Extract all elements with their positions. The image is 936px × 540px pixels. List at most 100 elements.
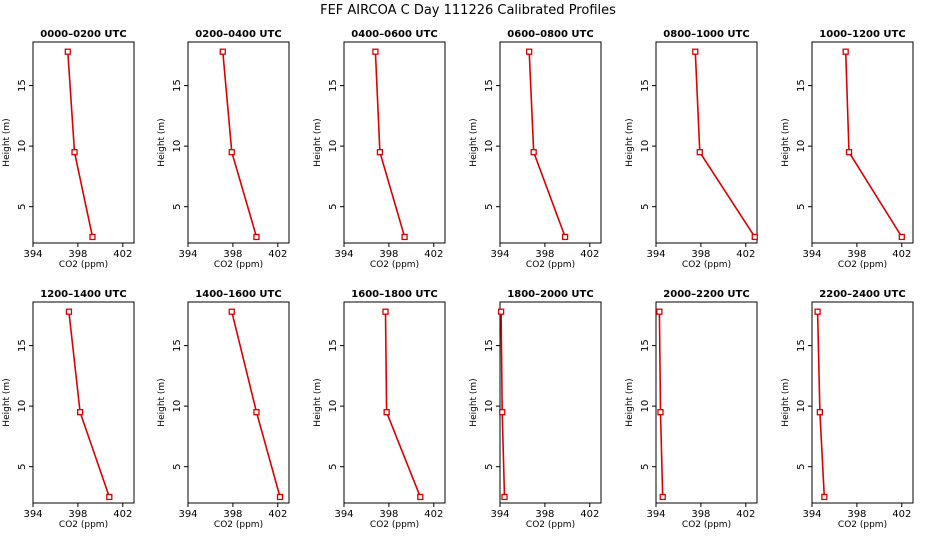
panel-9: 1800–2000 UTC 394 398 402 5 10 15 CO2 (ppm) Heig… bbox=[469, 289, 602, 530]
panel-7: 1400–1600 UTC 394 398 402 5 10 15 CO2 (ppm) Heig… bbox=[157, 289, 290, 530]
panel-3: 0600–0800 UTC 394 398 402 5 10 15 CO2 (ppm) Heig… bbox=[469, 29, 602, 270]
x-tick-label: 394 bbox=[802, 509, 821, 520]
x-tick-label: 398 bbox=[223, 249, 242, 260]
plot-frame bbox=[187, 41, 290, 244]
profile-point bbox=[253, 233, 260, 241]
panel-1: 0200–0400 UTC 394 398 402 5 10 15 CO2 (ppm) Heig… bbox=[157, 29, 290, 270]
y-tick-label: 10 bbox=[796, 140, 807, 153]
plot-frame bbox=[655, 301, 758, 504]
profile-point bbox=[228, 149, 235, 156]
y-tick-label: 10 bbox=[172, 400, 183, 413]
panel-2: 0400–0600 UTC 394 398 402 5 10 15 CO2 (ppm) Heig… bbox=[313, 29, 446, 270]
x-tick-label: 398 bbox=[379, 509, 398, 520]
profile-point bbox=[501, 493, 508, 501]
profile-line bbox=[68, 311, 111, 498]
profile-point bbox=[499, 409, 506, 416]
y-tick-label: 10 bbox=[796, 400, 807, 413]
x-tick-label: 402 bbox=[268, 509, 287, 520]
x-tick-label: 402 bbox=[113, 249, 132, 260]
profile-point bbox=[65, 308, 73, 315]
y-tick-label: 10 bbox=[640, 140, 651, 153]
x-axis-label: CO2 (ppm) bbox=[370, 520, 419, 530]
y-axis-label: Height (m) bbox=[625, 118, 635, 166]
x-tick-label: 394 bbox=[646, 249, 665, 260]
y-axis-label: Height (m) bbox=[157, 118, 167, 166]
x-tick-label: 398 bbox=[68, 249, 87, 260]
y-tick-label: 5 bbox=[640, 203, 651, 209]
panel-title: 0000–0200 UTC bbox=[40, 29, 126, 40]
x-tick-label: 394 bbox=[490, 249, 509, 260]
profile-point bbox=[696, 149, 703, 156]
x-tick-label: 402 bbox=[424, 509, 443, 520]
y-tick-label: 10 bbox=[328, 400, 339, 413]
y-tick-label: 15 bbox=[640, 339, 651, 352]
y-tick-label: 10 bbox=[484, 140, 495, 153]
plot-frame bbox=[499, 301, 602, 504]
panel-4: 0800–1000 UTC 394 398 402 5 10 15 CO2 (ppm) Heig… bbox=[625, 29, 758, 270]
y-tick-label: 15 bbox=[796, 339, 807, 352]
y-axis-label: Height (m) bbox=[313, 378, 323, 426]
y-tick-label: 5 bbox=[484, 463, 495, 469]
profile-point bbox=[821, 493, 828, 501]
plot-frame bbox=[187, 301, 290, 504]
x-tick-label: 394 bbox=[178, 509, 197, 520]
y-tick-label: 10 bbox=[484, 400, 495, 413]
y-tick-label: 5 bbox=[640, 463, 651, 469]
profile-point bbox=[530, 149, 537, 156]
profile-line bbox=[374, 51, 406, 238]
figure-title: FEF AIRCOA C Day 111226 Calibrated Profi… bbox=[320, 3, 616, 18]
profile-point bbox=[692, 48, 699, 55]
x-tick-label: 398 bbox=[68, 509, 87, 520]
x-tick-label: 402 bbox=[892, 249, 911, 260]
x-tick-label: 394 bbox=[23, 249, 42, 260]
y-tick-label: 15 bbox=[484, 79, 495, 92]
profile-point bbox=[657, 409, 664, 416]
y-tick-label: 15 bbox=[640, 79, 651, 92]
y-tick-label: 15 bbox=[17, 79, 28, 92]
panel-title: 0400–0600 UTC bbox=[351, 29, 437, 40]
y-tick-label: 10 bbox=[17, 400, 28, 413]
y-tick-label: 15 bbox=[172, 79, 183, 92]
x-axis-label: CO2 (ppm) bbox=[838, 520, 887, 530]
profile-point bbox=[372, 48, 379, 55]
panel-0: 0000–0200 UTC 394 398 402 5 10 15 CO2 (ppm) Heig… bbox=[2, 29, 135, 270]
y-tick-label: 10 bbox=[328, 140, 339, 153]
x-tick-label: 394 bbox=[802, 249, 821, 260]
plot-frame bbox=[343, 41, 446, 244]
y-axis-label: Height (m) bbox=[781, 118, 791, 166]
y-tick-label: 5 bbox=[796, 463, 807, 469]
y-axis-label: Height (m) bbox=[157, 378, 167, 426]
x-tick-label: 398 bbox=[223, 509, 242, 520]
y-axis-label: Height (m) bbox=[469, 378, 479, 426]
x-axis-label: CO2 (ppm) bbox=[838, 260, 887, 270]
x-axis-label: CO2 (ppm) bbox=[682, 520, 731, 530]
profile-point bbox=[417, 493, 424, 501]
y-tick-label: 15 bbox=[17, 339, 28, 352]
x-tick-label: 398 bbox=[379, 249, 398, 260]
plot-frame bbox=[343, 301, 446, 504]
x-tick-label: 398 bbox=[535, 509, 554, 520]
y-tick-label: 15 bbox=[484, 339, 495, 352]
plot-frame bbox=[811, 301, 914, 504]
y-tick-label: 5 bbox=[796, 203, 807, 209]
profile-line bbox=[816, 311, 826, 497]
x-tick-label: 394 bbox=[646, 509, 665, 520]
panel-title: 1000–1200 UTC bbox=[819, 29, 905, 40]
profile-point bbox=[76, 409, 84, 416]
panel-10: 2000–2200 UTC 394 398 402 5 10 15 CO2 (ppm) Heig… bbox=[625, 289, 758, 530]
x-tick-label: 394 bbox=[490, 509, 509, 520]
panel-title: 1600–1800 UTC bbox=[351, 289, 437, 300]
x-axis-label: CO2 (ppm) bbox=[59, 260, 108, 270]
profile-line bbox=[222, 51, 258, 238]
y-tick-label: 15 bbox=[328, 79, 339, 92]
y-tick-label: 10 bbox=[172, 140, 183, 153]
y-tick-label: 5 bbox=[17, 463, 28, 469]
x-tick-label: 402 bbox=[424, 249, 443, 260]
x-tick-label: 402 bbox=[736, 249, 755, 260]
profile-point bbox=[383, 409, 390, 416]
profile-point bbox=[89, 233, 96, 241]
x-tick-label: 398 bbox=[847, 509, 866, 520]
x-axis-label: CO2 (ppm) bbox=[214, 260, 263, 270]
panel-title: 1400–1600 UTC bbox=[195, 289, 281, 300]
